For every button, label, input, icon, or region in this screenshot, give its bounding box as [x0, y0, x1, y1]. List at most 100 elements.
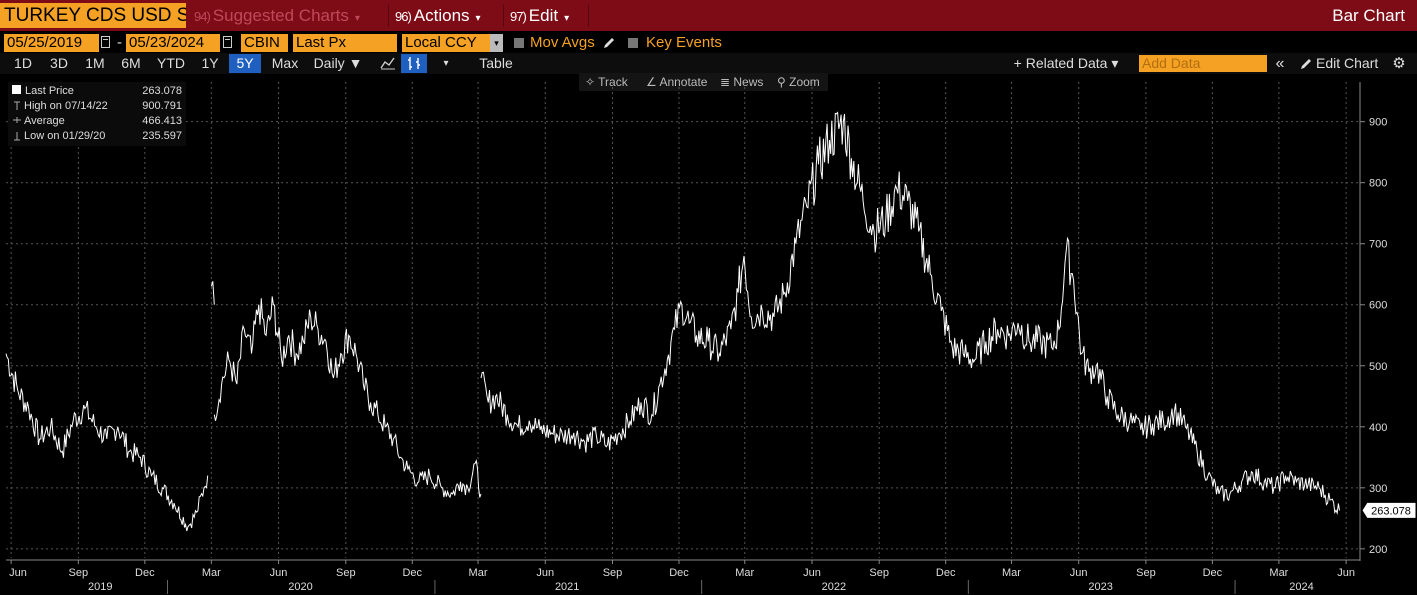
- gear-icon[interactable]: ⚙: [1392, 55, 1406, 72]
- menu-divider: [503, 4, 504, 27]
- range-3d-button[interactable]: 3D: [50, 55, 68, 71]
- range-1y-button[interactable]: 1Y: [201, 55, 219, 71]
- x-month-label: Dec: [936, 567, 956, 579]
- range-toolbar: [0, 53, 1417, 74]
- key-events-checkbox[interactable]: [628, 38, 638, 48]
- edit-menu[interactable]: 97) Edit ▾: [510, 3, 569, 28]
- line-chart-icon[interactable]: [380, 56, 396, 70]
- x-month-label: Mar: [1002, 567, 1021, 579]
- y-tick-label: 700: [1369, 239, 1387, 251]
- range-max-button[interactable]: Max: [271, 55, 299, 71]
- suggested-charts-label: Suggested Charts: [212, 6, 349, 25]
- x-month-label: Jun: [9, 567, 27, 579]
- x-month-label: Sep: [1136, 567, 1156, 579]
- x-month-label: Jun: [1337, 567, 1355, 579]
- end-date-field[interactable]: 05/23/2024: [126, 34, 220, 52]
- ticker-field[interactable]: TURKEY CDS USD SR: [0, 3, 186, 28]
- x-month-label: Jun: [1070, 567, 1088, 579]
- frequency-select[interactable]: Daily ▼: [313, 55, 363, 71]
- y-axis: 200 300 400 500 600 700 800 900: [1359, 82, 1387, 561]
- pencil-icon[interactable]: [1299, 57, 1313, 70]
- currency-select[interactable]: Local CCY: [402, 34, 490, 52]
- news-label: News: [733, 75, 764, 89]
- table-button[interactable]: Table: [479, 55, 513, 71]
- related-data-button[interactable]: + Related Data ▾: [1013, 55, 1119, 71]
- key-events-label[interactable]: Key Events: [646, 34, 722, 51]
- x-month-label: Dec: [1203, 567, 1223, 579]
- y-tick-label: 300: [1369, 483, 1387, 495]
- suggested-charts-menu[interactable]: 94) Suggested Charts ▾: [194, 3, 360, 28]
- x-month-label: Jun: [536, 567, 554, 579]
- y-tick-label: 800: [1369, 178, 1387, 190]
- calendar-icon[interactable]: [223, 36, 232, 48]
- view-title: Bar Chart: [1332, 6, 1405, 25]
- zoom-tool[interactable]: ⚲ Zoom: [777, 74, 820, 90]
- mov-avgs-checkbox[interactable]: [514, 38, 524, 48]
- bar-chart-toggle[interactable]: [401, 54, 427, 73]
- suggested-charts-number: 94): [194, 9, 211, 24]
- zoom-label: Zoom: [789, 75, 820, 89]
- legend-last-value: 263.078: [142, 85, 182, 97]
- pencil-icon[interactable]: [602, 37, 616, 49]
- last-price-tag: [1361, 501, 1417, 519]
- series-line-segment: [210, 281, 215, 305]
- x-month-label: Sep: [336, 567, 356, 579]
- search-icon: ⚲: [777, 75, 790, 89]
- annotate-label: Annotate: [659, 75, 708, 89]
- series-line-segment: [5, 353, 209, 532]
- annotate-icon: ∠: [646, 75, 660, 89]
- edit-number: 97): [510, 9, 527, 24]
- chevron-down-icon[interactable]: ▾: [490, 34, 503, 52]
- x-month-label: Sep: [869, 567, 889, 579]
- x-year-label: 2024: [1289, 581, 1313, 593]
- last-price-marker: 263.078: [1361, 501, 1417, 519]
- x-month-label: Jun: [803, 567, 821, 579]
- start-date-field[interactable]: 05/25/2019: [4, 34, 99, 52]
- actions-menu[interactable]: 96) Actions ▾: [395, 3, 481, 28]
- x-month-label: Mar: [202, 567, 221, 579]
- y-tick-label: 500: [1369, 361, 1387, 373]
- range-ytd-button[interactable]: YTD: [157, 55, 185, 71]
- mov-avgs-label[interactable]: Mov Avgs: [530, 34, 595, 51]
- price-field[interactable]: Last Px: [293, 34, 397, 52]
- chevron-down-icon: ▾: [354, 13, 360, 24]
- x-month-label: Sep: [603, 567, 623, 579]
- legend-last-label: Last Price: [25, 85, 74, 97]
- y-tick-label: 200: [1369, 544, 1387, 556]
- source-field[interactable]: CBIN: [241, 34, 288, 52]
- edit-label: Edit: [528, 6, 559, 25]
- calendar-icon[interactable]: [101, 36, 110, 48]
- x-year-label: 2022: [822, 581, 846, 593]
- grid: [6, 82, 1360, 558]
- crosshair-icon: ✧: [585, 75, 599, 89]
- legend-low-label: Low on 01/29/20: [24, 130, 106, 142]
- x-axis: Jun Sep Dec Mar Jun Sep Dec Mar Jun Sep Dec Mar Jun S…: [6, 559, 1360, 594]
- range-6m-button[interactable]: 6M: [121, 55, 141, 71]
- x-year-label: 2020: [288, 581, 312, 593]
- edit-chart-button[interactable]: Edit Chart: [1316, 55, 1379, 71]
- actions-label: Actions: [413, 6, 470, 25]
- title-bar: [0, 0, 1417, 31]
- x-month-label: Sep: [69, 567, 89, 579]
- add-data-input[interactable]: Add Data: [1139, 55, 1267, 72]
- chevron-down-icon: ▾: [475, 13, 481, 24]
- annotate-tool[interactable]: ∠ Annotate: [646, 74, 707, 90]
- x-month-label: Mar: [469, 567, 488, 579]
- x-month-label: Mar: [735, 567, 754, 579]
- news-tool[interactable]: ≣ News: [720, 74, 763, 90]
- menu-divider: [588, 4, 589, 27]
- actions-number: 96): [395, 9, 412, 24]
- series-line-segment: [213, 296, 482, 499]
- range-5y-button[interactable]: 5Y: [229, 54, 261, 73]
- chevron-down-icon[interactable]: ▾: [443, 58, 449, 69]
- range-1d-button[interactable]: 1D: [14, 55, 32, 71]
- x-month-label: Dec: [135, 567, 155, 579]
- series-swatch: [12, 85, 21, 94]
- y-tick-label: 900: [1369, 117, 1387, 129]
- legend[interactable]: Last Price 263.078 High on 07/14/22 900.…: [8, 82, 186, 146]
- collapse-icon[interactable]: «: [1275, 55, 1285, 72]
- x-month-label: Dec: [669, 567, 689, 579]
- range-1m-button[interactable]: 1M: [85, 55, 105, 71]
- last-price-tag-label: 263.078: [1371, 505, 1411, 517]
